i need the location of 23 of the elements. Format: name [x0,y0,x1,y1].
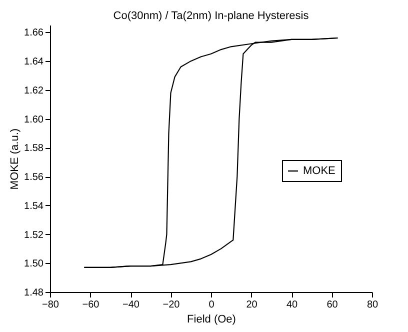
y-tick-label: 1.52 [24,230,44,241]
x-tick-label: 40 [286,300,298,310]
x-tick-label: −40 [122,300,140,310]
x-axis-title: Field (Oe) [187,314,236,326]
legend-label: MOKE [303,165,336,177]
y-tick-label: 1.60 [24,114,44,126]
y-tick-label: 1.64 [24,56,44,68]
chart-title: Co(30nm) / Ta(2nm) In-plane Hysteresis [113,10,310,22]
y-tick-label: 1.62 [24,85,44,96]
x-tick-label: 80 [366,300,378,310]
y-axis-title: MOKE (a.u.) [9,128,22,190]
x-tick-label: −80 [42,300,60,310]
x-tick-label: 0 [208,300,215,310]
x-tick-label: 20 [246,300,258,310]
y-tick-label: 1.66 [24,28,44,39]
y-tick-label: 1.50 [24,258,44,270]
y-tick-label: 1.48 [24,288,44,298]
x-tick-label: −60 [82,300,100,310]
x-tick-label: 60 [326,300,338,310]
y-tick-label: 1.56 [24,172,44,184]
x-tick-label: −20 [162,300,180,310]
y-tick-label: 1.58 [24,143,44,154]
y-tick-label: 1.54 [24,200,44,212]
